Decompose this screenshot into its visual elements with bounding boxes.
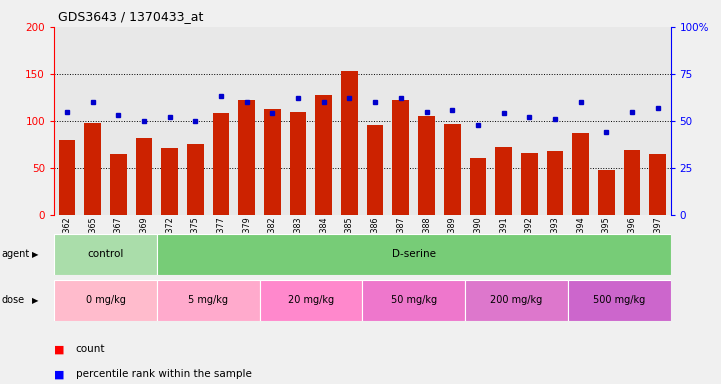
Text: 50 mg/kg: 50 mg/kg xyxy=(391,295,437,306)
Bar xyxy=(260,280,362,321)
Text: ■: ■ xyxy=(54,369,65,379)
Bar xyxy=(495,147,512,215)
Bar xyxy=(444,124,461,215)
Bar xyxy=(521,153,538,215)
Bar xyxy=(84,123,101,215)
Bar xyxy=(213,113,229,215)
Text: ▶: ▶ xyxy=(32,250,38,259)
Text: agent: agent xyxy=(1,249,30,260)
Bar xyxy=(362,280,465,321)
Bar xyxy=(465,280,567,321)
Bar xyxy=(567,280,671,321)
Text: 20 mg/kg: 20 mg/kg xyxy=(288,295,334,306)
Bar xyxy=(239,100,255,215)
Bar xyxy=(650,154,666,215)
Bar xyxy=(110,154,127,215)
Bar xyxy=(469,158,486,215)
Bar xyxy=(264,109,280,215)
Text: D-serine: D-serine xyxy=(392,249,435,260)
Text: 200 mg/kg: 200 mg/kg xyxy=(490,295,542,306)
Bar xyxy=(547,151,563,215)
Text: ■: ■ xyxy=(54,344,65,354)
Bar xyxy=(598,170,615,215)
Text: control: control xyxy=(87,249,123,260)
Text: dose: dose xyxy=(1,295,25,306)
Text: count: count xyxy=(76,344,105,354)
Bar xyxy=(54,280,156,321)
Bar xyxy=(367,125,384,215)
Text: GDS3643 / 1370433_at: GDS3643 / 1370433_at xyxy=(58,10,203,23)
Bar xyxy=(156,234,671,275)
Bar xyxy=(418,116,435,215)
Bar xyxy=(572,133,589,215)
Bar xyxy=(392,100,410,215)
Bar xyxy=(136,138,152,215)
Text: 5 mg/kg: 5 mg/kg xyxy=(188,295,228,306)
Bar xyxy=(624,150,640,215)
Text: 500 mg/kg: 500 mg/kg xyxy=(593,295,645,306)
Text: 0 mg/kg: 0 mg/kg xyxy=(86,295,125,306)
Bar xyxy=(187,144,204,215)
Text: percentile rank within the sample: percentile rank within the sample xyxy=(76,369,252,379)
Bar xyxy=(58,140,75,215)
Bar xyxy=(315,94,332,215)
Bar xyxy=(341,71,358,215)
Text: ▶: ▶ xyxy=(32,296,38,305)
Bar xyxy=(54,234,156,275)
Bar xyxy=(162,148,178,215)
Bar xyxy=(290,112,306,215)
Bar xyxy=(156,280,260,321)
